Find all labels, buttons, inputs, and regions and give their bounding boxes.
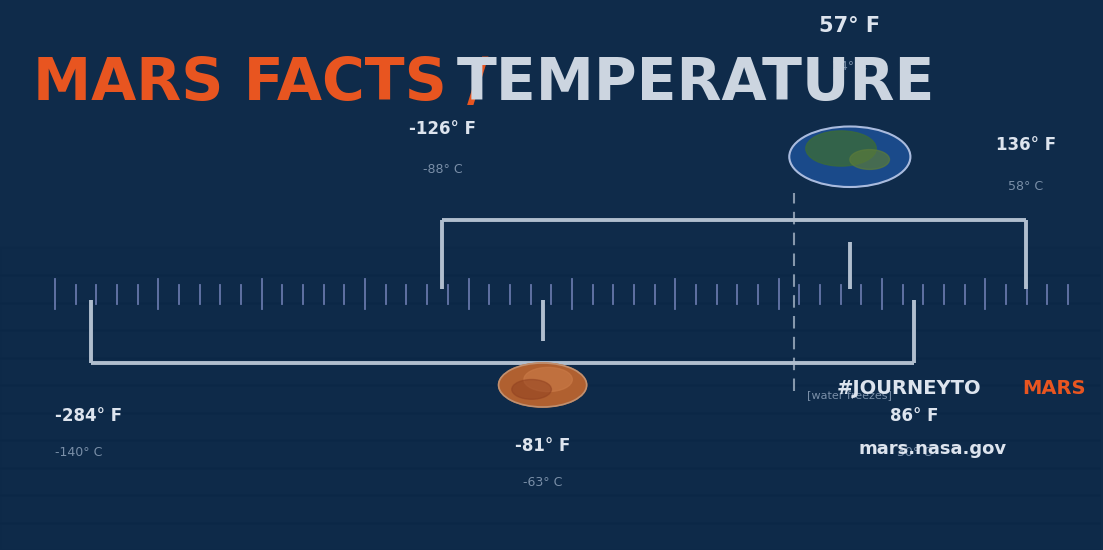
Bar <box>0 275 1101 302</box>
Text: 86° F: 86° F <box>890 407 939 425</box>
Circle shape <box>849 150 889 169</box>
Bar <box>0 28 1101 55</box>
Text: TEMPERATURE: TEMPERATURE <box>457 55 935 112</box>
Bar <box>0 495 1101 522</box>
Bar <box>0 412 1101 440</box>
Text: 14° C: 14° C <box>833 60 867 74</box>
Bar <box>0 55 1101 82</box>
Bar <box>0 82 1101 110</box>
Bar <box>0 330 1101 358</box>
Bar <box>0 302 1101 330</box>
Bar <box>0 0 1101 28</box>
Text: 57° F: 57° F <box>820 16 880 36</box>
Text: MARS: MARS <box>1021 379 1085 399</box>
Text: -140° C: -140° C <box>55 446 103 459</box>
Bar <box>0 138 1101 165</box>
Text: -284° F: -284° F <box>55 407 122 425</box>
Text: [water freezes]: [water freezes] <box>807 390 892 400</box>
Text: MARS FACTS /: MARS FACTS / <box>33 55 508 112</box>
Circle shape <box>524 367 572 392</box>
Circle shape <box>512 379 552 399</box>
Bar <box>0 385 1101 412</box>
Text: -81° F: -81° F <box>515 437 570 455</box>
Text: -126° F: -126° F <box>409 119 475 138</box>
Circle shape <box>499 363 587 407</box>
Bar <box>0 192 1101 220</box>
Text: #JOURNEYTO: #JOURNEYTO <box>837 379 982 399</box>
Text: -88° C: -88° C <box>422 163 462 176</box>
Bar <box>0 248 1101 275</box>
Bar <box>0 440 1101 467</box>
Circle shape <box>806 131 876 166</box>
Bar <box>0 165 1101 192</box>
Bar <box>0 522 1101 550</box>
Text: 58° C: 58° C <box>1008 179 1043 192</box>
Text: 136° F: 136° F <box>996 136 1056 154</box>
Bar <box>0 220 1101 248</box>
Text: mars.nasa.gov: mars.nasa.gov <box>859 440 1007 458</box>
Text: -63° C: -63° C <box>523 476 563 489</box>
Text: 30° C: 30° C <box>897 446 932 459</box>
Bar <box>0 468 1101 495</box>
Circle shape <box>790 126 910 187</box>
Bar <box>0 110 1101 138</box>
Bar <box>0 358 1101 385</box>
